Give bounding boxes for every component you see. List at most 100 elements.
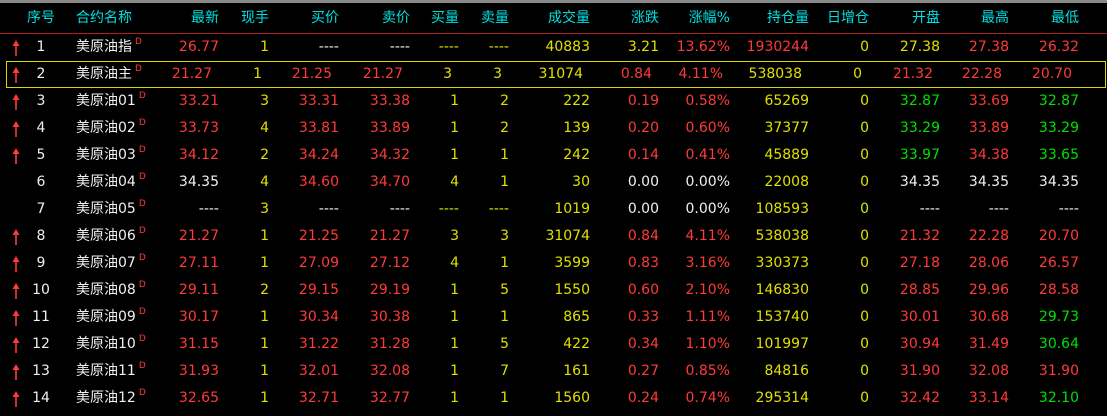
col-ask: 21.27 [369,228,410,244]
col-open-interest: 538038 [748,66,802,82]
header-col-change[interactable]: 涨跌 [631,10,659,26]
col-contract-name[interactable]: 美原油07 D [76,250,146,279]
header-col-last[interactable]: 最新 [191,10,219,26]
col-open-interest: 1930244 [746,39,809,55]
table-row[interactable]: 4 美原油02 D 33.73 4 33.81 33.89 1 2 139 0.20 0.60% 373… [0,115,1107,142]
col-change-pct: 3.16% [685,255,730,271]
col-open: 21.32 [892,66,933,82]
table-header: 序号 合约名称 最新 现手 买价 卖价 买量 卖量 成交量 涨跌 涨幅% 持仓量 日增仓 开盘 最高 最低 [0,3,1107,34]
col-open-interest: 65269 [764,93,809,109]
col-change: 3.21 [627,39,659,55]
col-contract-name[interactable]: 美原油04 D [76,169,146,198]
col-change-pct: 4.11% [678,66,723,82]
table-row[interactable]: 14 美原油12 D 32.65 1 32.71 32.77 1 1 1560 0.24 0.74% 2… [0,385,1107,412]
col-index: 2 [36,66,46,82]
col-change: 0.27 [627,363,659,379]
table-row[interactable]: 5 美原油03 D 34.12 2 34.24 34.32 1 1 242 0.14 0.41% 458… [0,142,1107,169]
col-open-interest: 108593 [755,201,809,217]
header-col-ask-vol[interactable]: 卖量 [481,10,509,26]
col-volume-now: 1 [253,66,262,82]
col-last: 31.15 [178,336,219,352]
col-ask: 34.70 [369,174,410,190]
col-low: 20.70 [1038,228,1079,244]
col-open: 30.01 [899,309,940,325]
header-col-ask[interactable]: 卖价 [382,10,410,26]
col-high: 33.14 [968,390,1009,406]
col-low: 30.64 [1038,336,1079,352]
col-open-interest: 295314 [755,390,809,406]
up-arrow-icon [12,94,20,110]
col-open-interest: 37377 [764,120,809,136]
col-contract-name[interactable]: 美原油06 D [76,223,146,252]
header-col-contract-name[interactable]: 合约名称 [76,10,132,26]
col-low: 33.65 [1038,147,1079,163]
col-index: 10 [32,282,50,298]
col-volume-now: 1 [260,228,269,244]
table-row[interactable]: 9 美原油07 D 27.11 1 27.09 27.12 4 1 3599 0.83 3.16% 33… [0,250,1107,277]
col-index: 13 [32,363,50,379]
col-bid: 31.22 [298,336,339,352]
col-contract-name[interactable]: 美原油01 D [76,88,146,117]
col-bid-vol: 1 [450,390,459,406]
col-bid: 27.09 [298,255,339,271]
col-contract-name[interactable]: 美原油10 D [76,331,146,360]
col-high: 28.06 [968,255,1009,271]
col-bid-vol: 1 [450,309,459,325]
header-col-low[interactable]: 最低 [1051,10,1079,26]
col-contract-name[interactable]: 美原油主 D [76,61,142,90]
header-col-change-pct[interactable]: 涨幅% [688,10,730,26]
col-ask: 30.38 [369,309,410,325]
col-open-interest: 84816 [764,363,809,379]
col-contract-name[interactable]: 美原油03 D [76,142,146,171]
col-bid: 21.25 [298,228,339,244]
col-contract-name[interactable]: 美原油02 D [76,115,146,144]
col-oi-change: 0 [860,147,869,163]
table-row[interactable]: 7 美原油05 D ---- 3 ---- ---- ---- ---- 1019 0.00 0.00… [0,196,1107,223]
table-row[interactable]: 1 美原油指 D 26.77 1 ---- ---- ---- ---- 40883 3.21 13.… [0,34,1107,61]
delayed-tag: D [138,307,146,317]
delayed-tag: D [138,280,146,290]
table-row[interactable]: 11 美原油09 D 30.17 1 30.34 30.38 1 1 865 0.33 1.11% 15… [0,304,1107,331]
col-volume-now: 4 [260,120,269,136]
table-row[interactable]: 13 美原油11 D 31.93 1 32.01 32.08 1 7 161 0.27 0.85% 84… [0,358,1107,385]
col-ask: 32.08 [369,363,410,379]
table-row[interactable]: 10 美原油08 D 29.11 2 29.15 29.19 1 5 1550 0.60 2.10% 1… [0,277,1107,304]
header-col-index[interactable]: 序号 [27,10,55,26]
col-bid: 30.34 [298,309,339,325]
table-row[interactable]: 3 美原油01 D 33.21 3 33.31 33.38 1 2 222 0.19 0.58% 652… [0,88,1107,115]
header-col-bid-vol[interactable]: 买量 [431,10,459,26]
col-turnover-vol: 40883 [545,39,590,55]
col-oi-change: 0 [860,120,869,136]
col-high: 30.68 [968,309,1009,325]
table-row[interactable]: 2 美原油主 D 21.27 1 21.25 21.27 3 3 31074 0.84 4.11% 53… [6,61,1106,88]
col-contract-name[interactable]: 美原油09 D [76,304,146,333]
header-col-oi-change[interactable]: 日增仓 [827,10,869,26]
header-col-open[interactable]: 开盘 [912,10,940,26]
header-col-volume-now[interactable]: 现手 [241,10,269,26]
col-ask: ---- [389,39,410,55]
table-row[interactable]: 12 美原油10 D 31.15 1 31.22 31.28 1 5 422 0.34 1.10% 10… [0,331,1107,358]
contract-name-text: 美原油10 [76,336,136,352]
col-last: 33.73 [178,120,219,136]
col-low: 26.57 [1038,255,1079,271]
table-row[interactable]: 8 美原油06 D 21.27 1 21.25 21.27 3 3 31074 0.84 4.11% 5… [0,223,1107,250]
contract-name-text: 美原油12 [76,390,136,406]
col-last: ---- [198,201,219,217]
header-col-high[interactable]: 最高 [981,10,1009,26]
col-turnover-vol: 3599 [554,255,590,271]
col-change-pct: 0.74% [685,390,730,406]
col-contract-name[interactable]: 美原油08 D [76,277,146,306]
col-last: 32.65 [178,390,219,406]
col-contract-name[interactable]: 美原油指 D [76,34,142,63]
col-high: 33.89 [968,120,1009,136]
col-contract-name[interactable]: 美原油11 D [76,358,146,387]
col-oi-change: 0 [853,66,862,82]
header-col-bid[interactable]: 买价 [311,10,339,26]
col-bid-vol: 4 [450,255,459,271]
table-row[interactable]: 6 美原油04 D 34.35 4 34.60 34.70 4 1 30 0.00 0.00% 2200… [0,169,1107,196]
col-change-pct: 2.10% [685,282,730,298]
col-contract-name[interactable]: 美原油12 D [76,385,146,414]
col-contract-name[interactable]: 美原油05 D [76,196,146,225]
header-col-turnover-vol[interactable]: 成交量 [548,10,590,26]
header-col-open-interest[interactable]: 持仓量 [767,10,809,26]
